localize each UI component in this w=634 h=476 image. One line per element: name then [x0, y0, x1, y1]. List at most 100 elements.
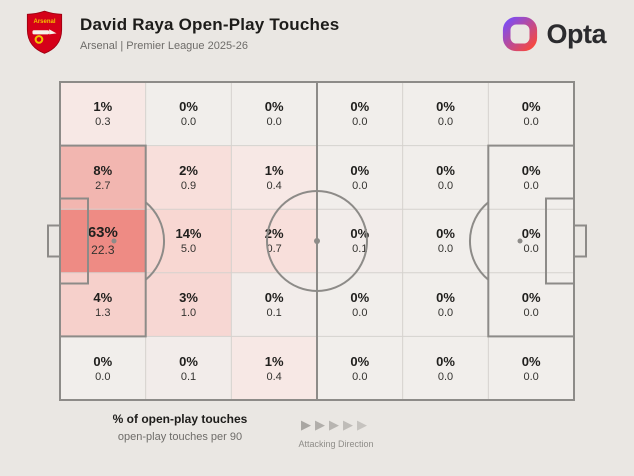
attacking-direction-arrow-icon: ▶ — [301, 417, 315, 432]
heatmap-cell: 0% 0.0 — [488, 272, 574, 337]
attacking-direction-arrow-icon: ▶ — [357, 417, 371, 432]
cell-per90: 1.3 — [95, 307, 111, 320]
cell-percent: 0% — [436, 226, 455, 242]
pitch-heatmap: 1% 0.3 0% 0.0 0% 0.0 0% 0.0 0% 0.0 0% 0.0 8% 2.7 2% 0.9… — [47, 81, 587, 401]
cell-per90: 0.4 — [266, 179, 282, 192]
heatmap-cell: 0% 0.0 — [488, 145, 574, 210]
opta-mark-icon — [503, 16, 538, 52]
cell-percent: 0% — [350, 353, 370, 369]
heatmap-grid: 1% 0.3 0% 0.0 0% 0.0 0% 0.0 0% 0.0 0% 0.0 8% 2.7 2% 0.9… — [60, 82, 574, 400]
attacking-direction-arrow-icon: ▶ — [315, 417, 329, 432]
heatmap-cell: 0% 0.1 — [231, 272, 317, 337]
heatmap-cell: 0% 0.0 — [402, 336, 489, 400]
heatmap-cell: 1% 0.3 — [60, 82, 146, 146]
cell-per90: 0.0 — [180, 116, 197, 129]
cell-per90: 0.0 — [523, 116, 539, 129]
cell-per90: 0.0 — [266, 116, 282, 129]
heatmap-cell: 1% 0.4 — [231, 336, 317, 400]
cell-percent: 0% — [521, 99, 541, 115]
opta-wordmark: Opta — [546, 18, 606, 49]
cell-percent: 14% — [175, 226, 202, 242]
cell-per90: 0.0 — [523, 179, 539, 192]
heatmap-cell: 0% 0.0 — [231, 82, 317, 146]
heatmap-cell: 2% 0.7 — [231, 209, 317, 273]
heatmap-cell: 0% 0.0 — [60, 336, 146, 400]
cell-percent: 0% — [521, 226, 541, 242]
cell-per90: 0.0 — [95, 370, 111, 383]
legend-primary: % of open-play touches — [112, 412, 248, 426]
cell-percent: 0% — [264, 290, 284, 306]
heatmap-cell: 63% 22.3 — [60, 209, 146, 273]
crest-cannon-muzzle — [49, 29, 57, 35]
heatmap-cell: 0% 0.0 — [488, 209, 574, 273]
legend: % of open-play touches open-play touches… — [68, 412, 292, 443]
cell-per90: 1.0 — [180, 307, 197, 320]
heatmap-cell: 0% 0.0 — [145, 82, 232, 146]
cell-percent: 0% — [436, 99, 455, 115]
cell-per90: 0.3 — [95, 116, 111, 129]
legend-secondary: open-play touches per 90 — [117, 431, 243, 443]
cell-per90: 2.7 — [95, 179, 111, 192]
heatmap-cell: 0% 0.0 — [402, 82, 489, 146]
attacking-direction-arrows: ▶▶▶▶▶ — [280, 417, 392, 433]
heatmap-cell: 0% 0.0 — [402, 272, 489, 337]
heatmap-cell: 0% 0.0 — [316, 145, 403, 210]
heatmap-cell: 4% 1.3 — [60, 272, 146, 337]
attacking-direction-arrow-icon: ▶ — [329, 417, 343, 432]
page-title: David Raya Open-Play Touches — [80, 15, 340, 34]
cell-percent: 63% — [87, 224, 118, 242]
cell-per90: 0.0 — [437, 307, 454, 320]
cell-percent: 0% — [350, 162, 370, 178]
attacking-direction-arrow-icon: ▶ — [343, 417, 357, 432]
heatmap-cell: 0% 0.0 — [488, 82, 574, 146]
cell-per90: 0.7 — [266, 243, 282, 256]
cell-percent: 0% — [436, 290, 455, 306]
heatmap-cell: 8% 2.7 — [60, 145, 146, 210]
cell-percent: 0% — [93, 353, 113, 369]
opta-logo: Opta — [501, 15, 606, 53]
right-goal — [573, 224, 587, 258]
heatmap-cell: 0% 0.0 — [316, 272, 403, 337]
cell-per90: 0.4 — [266, 370, 282, 383]
cell-per90: 0.1 — [180, 370, 197, 383]
heatmap-cell: 0% 0.0 — [316, 336, 403, 400]
cell-per90: 0.0 — [437, 116, 454, 129]
cell-percent: 0% — [350, 290, 370, 306]
cell-percent: 0% — [350, 226, 370, 242]
page-subtitle: Arsenal | Premier League 2025-26 — [80, 40, 248, 52]
heatmap-cell: 14% 5.0 — [145, 209, 232, 273]
cell-percent: 1% — [264, 353, 284, 369]
cell-percent: 1% — [93, 99, 113, 115]
cell-per90: 0.0 — [352, 116, 368, 129]
cell-per90: 0.0 — [437, 179, 454, 192]
heatmap-cell: 0% 0.1 — [316, 209, 403, 273]
heatmap-cell: 2% 0.9 — [145, 145, 232, 210]
attacking-direction: ▶▶▶▶▶ Attacking Direction — [280, 417, 392, 449]
cell-percent: 0% — [521, 353, 541, 369]
cell-per90: 0.0 — [352, 370, 368, 383]
cell-percent: 0% — [264, 99, 284, 115]
cell-percent: 0% — [350, 99, 370, 115]
cell-percent: 3% — [179, 290, 198, 306]
heatmap-cell: 0% 0.0 — [402, 209, 489, 273]
cell-per90: 0.1 — [266, 307, 282, 320]
cell-per90: 0.0 — [352, 179, 368, 192]
cell-percent: 0% — [436, 353, 455, 369]
heatmap-cell: 0% 0.0 — [316, 82, 403, 146]
cell-percent: 2% — [264, 226, 284, 242]
header: David Raya Open-Play Touches Arsenal | P… — [80, 15, 339, 52]
arsenal-crest-icon: Arsenal — [26, 10, 63, 54]
crest-club-label: Arsenal — [33, 19, 55, 25]
crest-cannon-wheel — [34, 35, 44, 44]
heatmap-cell: 1% 0.4 — [231, 145, 317, 210]
left-goal — [47, 224, 61, 258]
cell-percent: 2% — [179, 162, 198, 178]
cell-per90: 0.0 — [437, 243, 454, 256]
attacking-direction-label: Attacking Direction — [298, 439, 374, 449]
cell-per90: 0.0 — [523, 307, 539, 320]
cell-percent: 0% — [179, 353, 198, 369]
cell-per90: 0.0 — [352, 307, 368, 320]
heatmap-cell: 0% 0.0 — [402, 145, 489, 210]
heatmap-cell: 3% 1.0 — [145, 272, 232, 337]
